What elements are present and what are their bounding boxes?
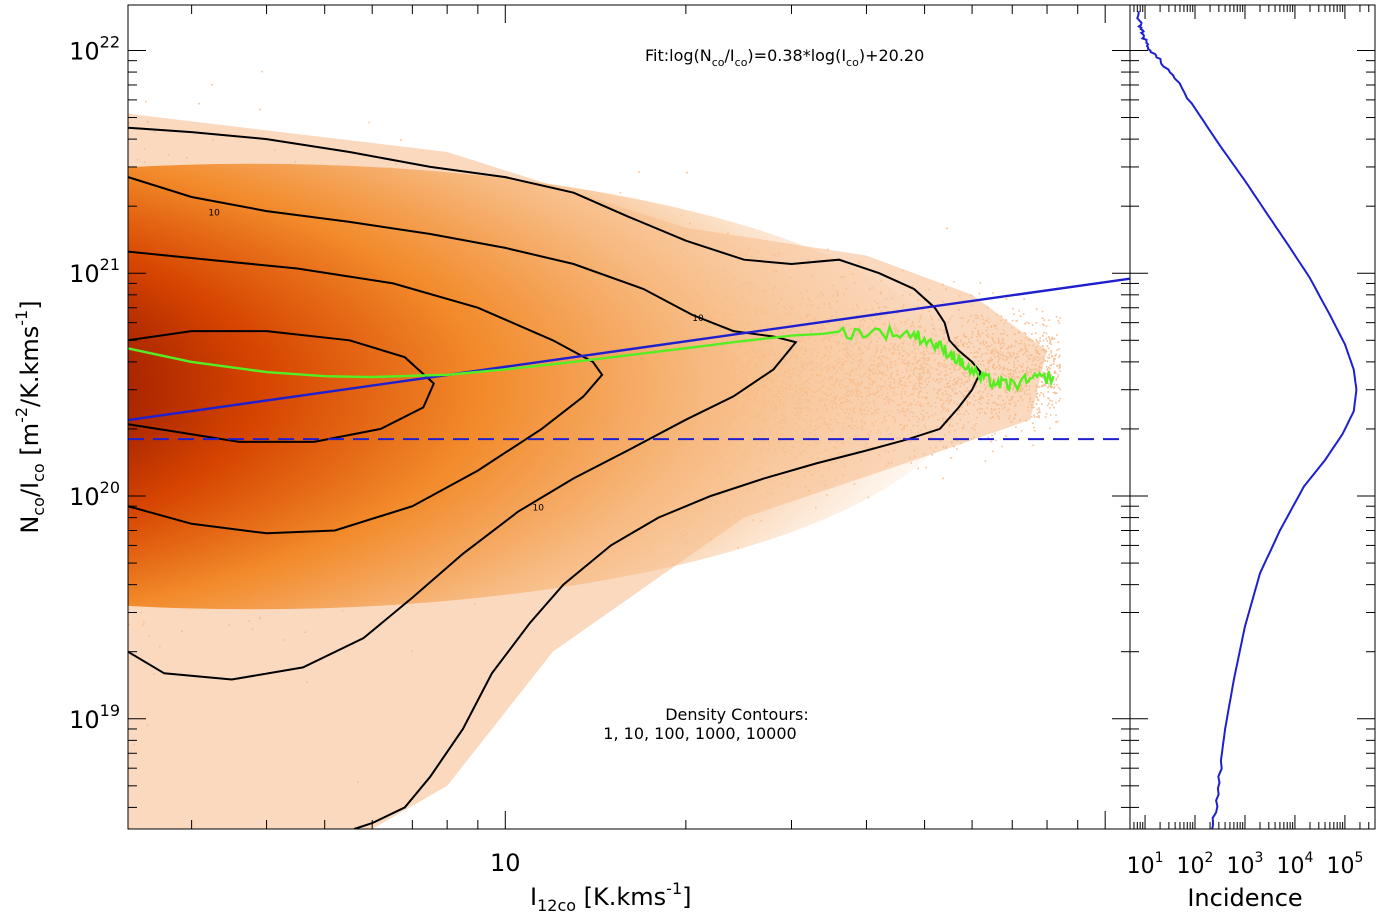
hist-x-tick-label-2: 103 [1227,850,1264,879]
contour-label-1: 10 [692,314,704,324]
contour-level-1000 [128,330,436,443]
x-tick-label-0: 10 [490,849,521,877]
contour-annotation-line2: 1, 10, 100, 1000, 10000 [603,724,796,743]
running-median-line [128,323,1055,393]
y-tick-label-3: 1022 [69,32,120,65]
fit-line [128,277,1130,422]
hist-x-tick-label-4: 105 [1326,850,1363,879]
density-core [128,163,964,610]
hist-x-tick-label-1: 102 [1177,850,1214,879]
hist-axis-tick-labels: 101 102 103 104 105 [1127,850,1364,879]
y-axis-label: Nco/Ico [m-2/K.kms-1] [12,300,48,533]
hist-x-tick-label-0: 101 [1127,850,1164,879]
hist-x-tick-label-3: 104 [1276,850,1313,879]
hist-x-axis-label: Incidence [1187,884,1302,912]
hist-panel-frame [1129,4,1376,830]
fit-annotation: Fit:log(Nco/Ico)=0.38*log(Ico)+20.20 [645,46,924,69]
contour-level-100 [128,250,604,535]
main-scatter-panel: 10 10 10 10 1019 1020 1021 1022 [69,4,1375,877]
contour-annotation-line1: Density Contours: [665,705,809,724]
main-axis-tick-labels: 10 1019 1020 1021 1022 [69,32,520,877]
y-tick-label-1: 1020 [69,478,120,511]
main-axis-ticks [128,5,1375,829]
scatter-cloud [128,70,1062,784]
contour-label-0: 10 [208,208,220,218]
contour-label-2: 10 [532,504,544,514]
hist-axis-ticks [1129,5,1376,829]
incidence-histogram-panel: 101 102 103 104 105 [1127,4,1376,879]
y-tick-label-0: 1019 [69,701,120,734]
contour-level-10 [128,176,798,681]
x-axis-label: I12co [K.kms-1] [530,879,692,915]
fit-lines [128,277,1130,441]
incidence-curve [1136,11,1358,829]
y-tick-label-2: 1021 [69,255,120,288]
